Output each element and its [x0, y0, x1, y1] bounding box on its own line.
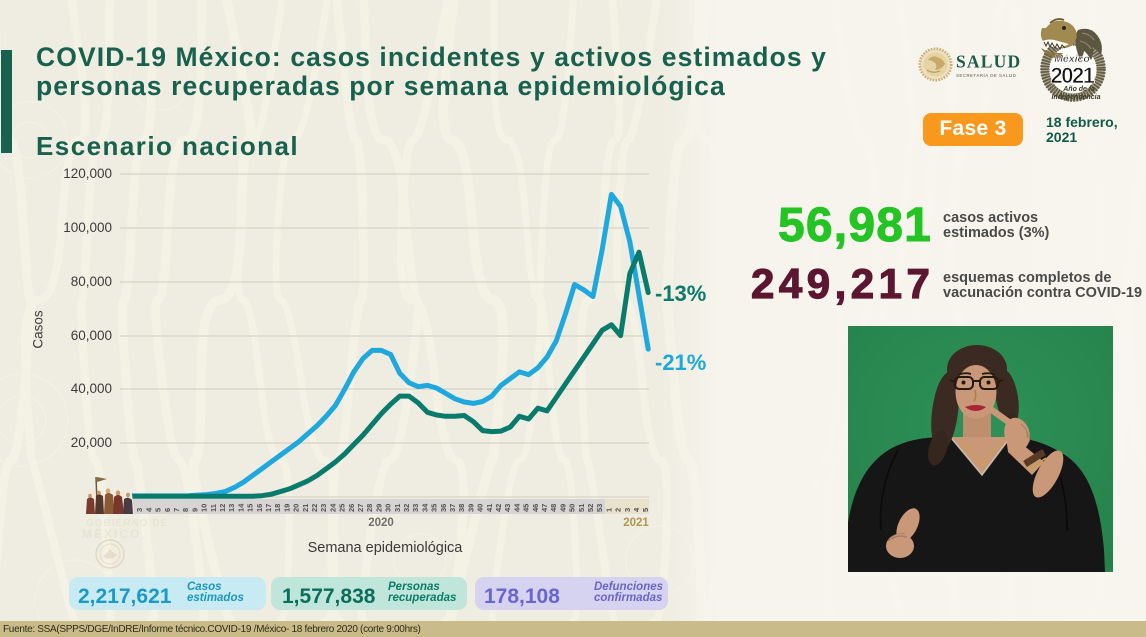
svg-text:3: 3 — [135, 508, 144, 512]
svg-text:39: 39 — [466, 504, 475, 512]
svg-text:35: 35 — [430, 504, 439, 512]
svg-text:7: 7 — [172, 508, 181, 512]
svg-text:6: 6 — [163, 508, 172, 512]
svg-text:48: 48 — [549, 504, 558, 512]
svg-text:33: 33 — [411, 504, 420, 512]
svg-text:Año de la: Año de la — [1062, 86, 1095, 93]
svg-text:2020: 2020 — [368, 517, 394, 529]
svg-text:SECRETARÍA DE SALUD: SECRETARÍA DE SALUD — [956, 71, 1017, 78]
svg-text:41: 41 — [485, 504, 494, 512]
svg-text:49: 49 — [558, 504, 567, 512]
svg-text:4: 4 — [632, 507, 641, 512]
svg-text:14: 14 — [236, 503, 245, 512]
svg-text:50: 50 — [568, 504, 577, 512]
svg-text:12: 12 — [218, 504, 227, 512]
svg-text:46: 46 — [531, 504, 540, 512]
svg-text:24: 24 — [328, 503, 337, 512]
svg-text:40: 40 — [476, 504, 485, 512]
svg-text:5: 5 — [641, 508, 650, 512]
svg-text:44: 44 — [512, 503, 521, 512]
svg-text:2021: 2021 — [623, 517, 649, 529]
svg-text:17: 17 — [264, 504, 273, 512]
svg-text:4: 4 — [144, 507, 153, 512]
svg-text:22: 22 — [310, 504, 319, 512]
svg-text:36: 36 — [439, 504, 448, 512]
svg-text:GOBIERNO DE: GOBIERNO DE — [86, 518, 168, 529]
svg-text:30: 30 — [384, 504, 393, 512]
svg-text:3: 3 — [623, 508, 632, 512]
svg-text:2021: 2021 — [1051, 63, 1095, 88]
svg-text:42: 42 — [494, 504, 503, 512]
svg-text:51: 51 — [577, 504, 586, 512]
svg-text:9: 9 — [190, 508, 199, 512]
svg-text:10: 10 — [200, 504, 209, 512]
svg-text:11: 11 — [209, 504, 218, 512]
svg-text:18: 18 — [273, 504, 282, 512]
svg-text:SALUD: SALUD — [956, 52, 1021, 72]
svg-text:45: 45 — [522, 504, 531, 512]
svg-text:México: México — [1054, 53, 1090, 65]
svg-text:31: 31 — [393, 504, 402, 512]
svg-text:29: 29 — [374, 504, 383, 512]
svg-text:34: 34 — [420, 503, 429, 512]
svg-text:47: 47 — [540, 504, 549, 512]
svg-text:52: 52 — [586, 504, 595, 512]
svg-text:16: 16 — [255, 504, 264, 512]
svg-text:19: 19 — [282, 504, 291, 512]
svg-text:Independencia: Independencia — [1051, 94, 1100, 101]
svg-text:20: 20 — [292, 504, 301, 512]
svg-text:2: 2 — [614, 508, 623, 512]
svg-text:43: 43 — [503, 504, 512, 512]
svg-text:MÉXICO: MÉXICO — [82, 526, 141, 541]
svg-text:23: 23 — [319, 504, 328, 512]
svg-text:15: 15 — [246, 504, 255, 512]
svg-text:53: 53 — [595, 504, 604, 512]
svg-text:27: 27 — [356, 504, 365, 512]
svg-text:38: 38 — [457, 504, 466, 512]
svg-text:26: 26 — [347, 504, 356, 512]
svg-text:13: 13 — [227, 504, 236, 512]
svg-text:25: 25 — [338, 504, 347, 512]
svg-text:1: 1 — [604, 508, 613, 512]
svg-text:5: 5 — [154, 508, 163, 512]
svg-text:37: 37 — [448, 504, 457, 512]
svg-text:32: 32 — [402, 504, 411, 512]
svg-text:28: 28 — [365, 504, 374, 512]
svg-text:8: 8 — [181, 508, 190, 512]
svg-text:21: 21 — [301, 504, 310, 512]
